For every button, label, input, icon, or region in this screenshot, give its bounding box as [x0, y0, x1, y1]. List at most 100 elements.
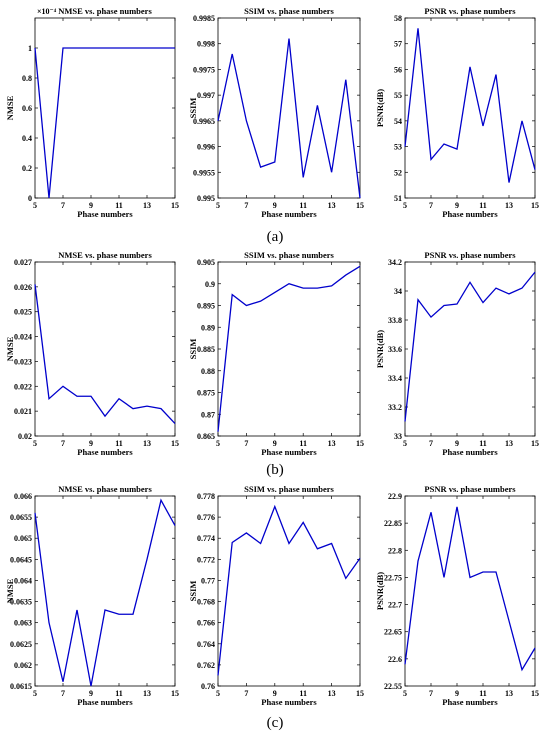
chart7-ytick-label: 0.0645 [10, 555, 32, 564]
chart1-ytick-label: 0.2 [22, 164, 32, 173]
chart7-ytick-label: 0.065 [14, 534, 32, 543]
chart2-ytick-label: 0.997 [197, 91, 215, 100]
chart5-ylabel: SSIM [188, 339, 198, 360]
chart2-ytick-label: 0.996 [197, 143, 215, 152]
chart1-xtick-label: 7 [61, 201, 65, 210]
chart3-xtick-label: 7 [429, 201, 433, 210]
chart2-ytick-label: 0.9985 [193, 14, 215, 23]
chart5-ytick-label: 0.865 [197, 432, 215, 441]
chart1-xtick-label: 5 [33, 201, 37, 210]
chart5-ytick-label: 0.885 [197, 345, 215, 354]
chart6-ytick-label: 34.2 [388, 258, 402, 267]
chart6-xtick-label: 9 [455, 439, 459, 448]
chart8-xtick-label: 9 [273, 689, 277, 698]
chart7-ytick-label: 0.0615 [10, 682, 32, 691]
chart5-ytick-label: 0.89 [201, 323, 215, 332]
chart6-ylabel: PSNR(dB) [375, 330, 385, 368]
chart5-ytick-label: 0.895 [197, 302, 215, 311]
chart4-xtick-label: 7 [61, 439, 65, 448]
chart8-xlabel: Phase numbers [261, 697, 317, 707]
chart4-ylabel: NMSE [5, 336, 15, 361]
chart9-ytick-label: 22.7 [388, 601, 402, 610]
chart3-xtick-label: 15 [531, 201, 539, 210]
chart7-xtick-label: 13 [143, 689, 151, 698]
chart4-ytick-label: 0.022 [14, 382, 32, 391]
chart2-xtick-label: 15 [356, 201, 364, 210]
chart2-title: SSIM vs. phase numbers [244, 6, 334, 16]
chart1-ytick-label: 0.8 [22, 74, 32, 83]
chart1-ytick-label: 0 [28, 194, 32, 203]
chart3-xtick-label: 9 [455, 201, 459, 210]
chart2-xtick-label: 11 [299, 201, 307, 210]
chart6-title: PSNR vs. phase numbers [424, 250, 516, 260]
chart2-axes-frame [217, 17, 361, 199]
chart4-ytick-label: 0.02 [18, 432, 32, 441]
chart4-ytick-label: 0.025 [14, 308, 32, 317]
chart5-series-line [217, 265, 361, 432]
chart3-ytick-label: 55 [394, 91, 402, 100]
chart7-ytick-label: 0.064 [14, 576, 32, 585]
chart7-xtick-label: 5 [33, 689, 37, 698]
chart1-xtick-label: 11 [115, 201, 123, 210]
chart1-title: NMSE vs. phase numbers [58, 6, 152, 16]
chart4-xtick-label: 9 [89, 439, 93, 448]
chart4-xtick-label: 11 [115, 439, 123, 448]
chart1-series-line [34, 47, 175, 199]
chart3-ytick-label: 51 [394, 194, 402, 203]
chart2-ytick-label: 0.9975 [193, 65, 215, 74]
chart8-ytick-label: 0.762 [197, 661, 215, 670]
chart2-group [217, 17, 361, 199]
chart3-axes-frame [404, 17, 536, 199]
panel-label-c: (c) [267, 715, 284, 731]
chart3-ytick-label: 53 [394, 143, 402, 152]
chart1-xtick-label: 13 [143, 201, 151, 210]
chart1-xlabel: Phase numbers [77, 209, 133, 219]
chart1-xtick-label: 9 [89, 201, 93, 210]
chart6-ytick-label: 34 [394, 287, 402, 296]
chart2-ytick-label: 0.995 [197, 194, 215, 203]
chart8-ytick-label: 0.764 [197, 640, 215, 649]
chart2-ytick-label: 0.9955 [193, 168, 215, 177]
chart3-xlabel: Phase numbers [442, 209, 498, 219]
chart5-xlabel: Phase numbers [261, 447, 317, 457]
chart2-ytick-label: 0.9965 [193, 117, 215, 126]
chart5-xtick-label: 13 [328, 439, 336, 448]
chart7-ytick-label: 0.0635 [10, 598, 32, 607]
chart7-ytick-label: 0.063 [14, 619, 32, 628]
chart6-xtick-label: 13 [505, 439, 513, 448]
chart7-ytick-label: 0.0625 [10, 640, 32, 649]
chart5-ytick-label: 0.87 [201, 410, 215, 419]
chart6-xtick-label: 15 [531, 439, 539, 448]
chart1-group [34, 17, 176, 199]
chart3-ytick-label: 56 [394, 65, 402, 74]
chart6-group [404, 261, 536, 437]
chart8-ytick-label: 0.77 [201, 576, 215, 585]
chart6-xtick-label: 5 [403, 439, 407, 448]
chart5-title: SSIM vs. phase numbers [244, 250, 334, 260]
chart8-ytick-label: 0.778 [197, 492, 215, 501]
chart9-ytick-label: 22.85 [384, 519, 402, 528]
chart9-ytick-label: 22.55 [384, 682, 402, 691]
chart4-series-line [34, 284, 176, 425]
chart9-ylabel: PSNR(dB) [375, 572, 385, 610]
chart5-xtick-label: 9 [273, 439, 277, 448]
chart7-ytick-label: 0.066 [14, 492, 32, 501]
chart8-group [217, 495, 361, 687]
chart3-xtick-label: 5 [403, 201, 407, 210]
chart7-xtick-label: 7 [61, 689, 65, 698]
chart4-xtick-label: 13 [143, 439, 151, 448]
chart9-axes-frame [404, 495, 536, 687]
chart8-ytick-label: 0.772 [197, 555, 215, 564]
chart2-xlabel: Phase numbers [261, 209, 317, 219]
chart3-xtick-label: 13 [505, 201, 513, 210]
chart7-axes-frame [34, 495, 176, 687]
chart1-ylabel: NMSE [5, 95, 15, 120]
chart7-ytick-label: 0.0655 [10, 513, 32, 522]
chart3-series-line [404, 28, 536, 183]
chart4-xtick-label: 5 [33, 439, 37, 448]
chart8-ytick-label: 0.76 [201, 682, 215, 691]
chart8-series-line [217, 504, 361, 676]
chart8-ylabel: SSIM [188, 581, 198, 602]
chart2-xtick-label: 5 [216, 201, 220, 210]
chart3-group [404, 17, 536, 199]
